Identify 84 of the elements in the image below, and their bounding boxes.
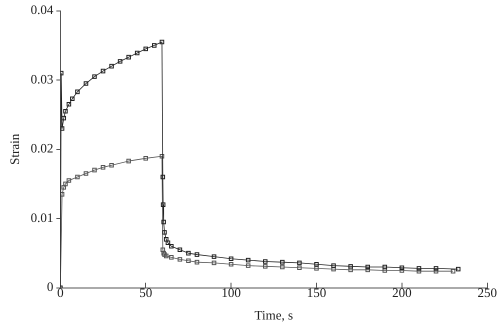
x-tick-label: 0: [57, 285, 64, 300]
point: [186, 258, 191, 264]
y-axis-title: Strain: [7, 133, 22, 165]
point: [169, 244, 174, 249]
point: [434, 266, 438, 271]
point: [280, 264, 285, 270]
point: [75, 174, 80, 180]
x-axis-title: Time, s: [254, 308, 294, 323]
point: [66, 178, 72, 183]
point: [75, 90, 80, 94]
x-tick-label: 50: [139, 285, 152, 300]
point: [70, 96, 75, 102]
point: [382, 264, 388, 270]
point: [348, 268, 353, 272]
point: [100, 68, 106, 74]
point: [164, 237, 168, 242]
point: [194, 252, 200, 257]
y-tick-label: 0.02: [30, 140, 54, 156]
point: [262, 259, 268, 264]
point: [118, 59, 122, 64]
x-tick-label: 150: [306, 285, 326, 300]
point: [143, 156, 148, 161]
point: [161, 220, 166, 224]
point: [126, 54, 131, 60]
point: [314, 262, 319, 267]
point: [166, 240, 170, 246]
point: [84, 171, 88, 176]
point: [400, 268, 404, 273]
point: [134, 50, 140, 56]
point: [66, 102, 72, 107]
point: [450, 268, 456, 274]
x-tick-label: 250: [478, 285, 497, 300]
x-tick-label: 200: [392, 285, 412, 300]
point: [160, 154, 164, 158]
point: [63, 108, 68, 114]
point: [160, 174, 166, 180]
point: [143, 46, 148, 52]
point: [434, 268, 438, 274]
point: [228, 256, 234, 261]
point: [169, 255, 174, 260]
point: [297, 265, 302, 270]
point: [382, 268, 388, 273]
point: [152, 43, 157, 48]
point: [162, 230, 167, 235]
point: [212, 254, 216, 259]
point: [62, 185, 66, 190]
point: [228, 262, 234, 267]
point: [348, 264, 353, 269]
point: [160, 247, 166, 252]
point: [194, 260, 200, 264]
point: [178, 247, 182, 252]
point: [92, 168, 97, 172]
point: [212, 260, 216, 266]
point: [416, 268, 422, 274]
point: [365, 264, 370, 270]
point: [246, 263, 250, 268]
point: [186, 250, 191, 256]
point: [280, 260, 285, 264]
y-tick-label: 0.04: [30, 2, 54, 18]
point: [109, 64, 114, 68]
point: [331, 263, 336, 268]
point: [160, 202, 166, 207]
point: [456, 266, 460, 272]
point: [126, 158, 131, 164]
point: [84, 81, 88, 86]
point: [416, 266, 422, 271]
point: [246, 258, 250, 262]
point: [62, 116, 66, 120]
point: [109, 162, 114, 168]
point: [63, 182, 68, 186]
y-tick-label: 0.03: [30, 71, 54, 86]
point: [400, 265, 404, 270]
point: [60, 126, 64, 131]
point: [160, 40, 164, 44]
point: [331, 266, 336, 272]
point: [314, 266, 319, 271]
point: [365, 268, 370, 272]
point: [262, 264, 268, 269]
point: [297, 260, 302, 266]
point: [100, 165, 106, 170]
x-tick-label: 100: [221, 285, 241, 300]
point: [92, 74, 97, 79]
point: [178, 257, 182, 262]
y-tick-label: 0.01: [30, 210, 54, 225]
